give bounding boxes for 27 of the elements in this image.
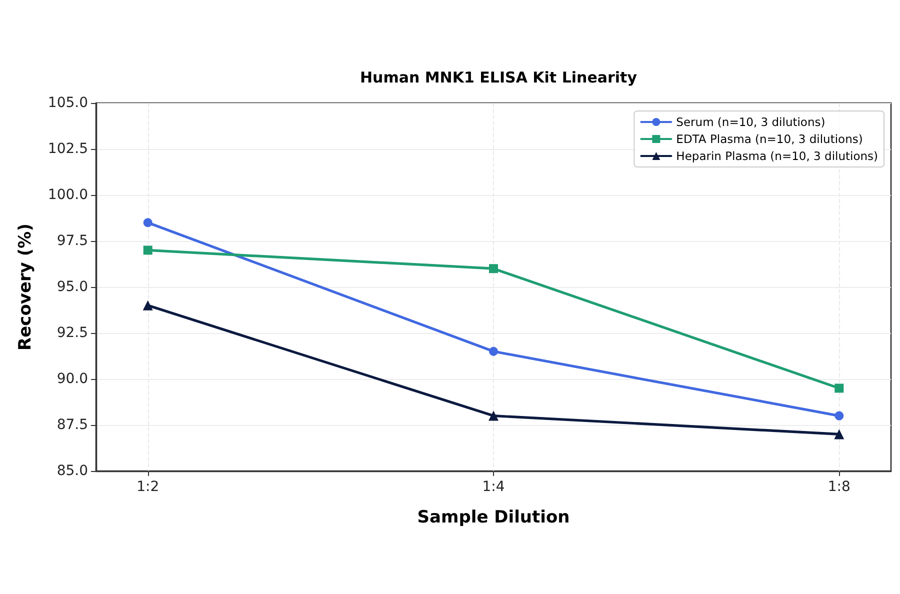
x-tick-label: 1:4 [482,479,505,495]
x-axis-title: Sample Dilution [417,508,570,528]
point [489,264,498,274]
legend-label: EDTA Plasma (n=10, 3 dilutions) [676,132,863,146]
chart-title: Human MNK1 ELISA Kit Linearity [360,68,638,86]
y-tick-label: 90.0 [56,371,88,387]
legend-label: Serum (n=10, 3 dilutions) [676,115,826,129]
y-tick-label: 100.0 [48,187,88,203]
x-tick-label: 1:8 [828,479,850,495]
y-tick-label: 105.0 [48,95,88,111]
x-tick-label: 1:2 [136,479,160,495]
y-tick-label: 97.5 [56,233,88,249]
y-tick-label: 87.5 [56,417,88,433]
point [143,246,152,255]
point [488,410,498,421]
y-tick-label: 95.0 [56,279,88,295]
point [834,384,844,393]
point [489,346,498,356]
y-tick-label: 102.5 [48,141,88,157]
point [834,411,844,420]
y-tick-label: 92.5 [56,325,88,341]
point [143,218,152,228]
y-tick-label: 85.0 [56,463,88,479]
legend-label: Heparin Plasma (n=10, 3 dilutions) [676,149,878,163]
point [834,429,844,440]
point [142,300,153,310]
y-axis-title: Recovery (%) [16,224,36,350]
